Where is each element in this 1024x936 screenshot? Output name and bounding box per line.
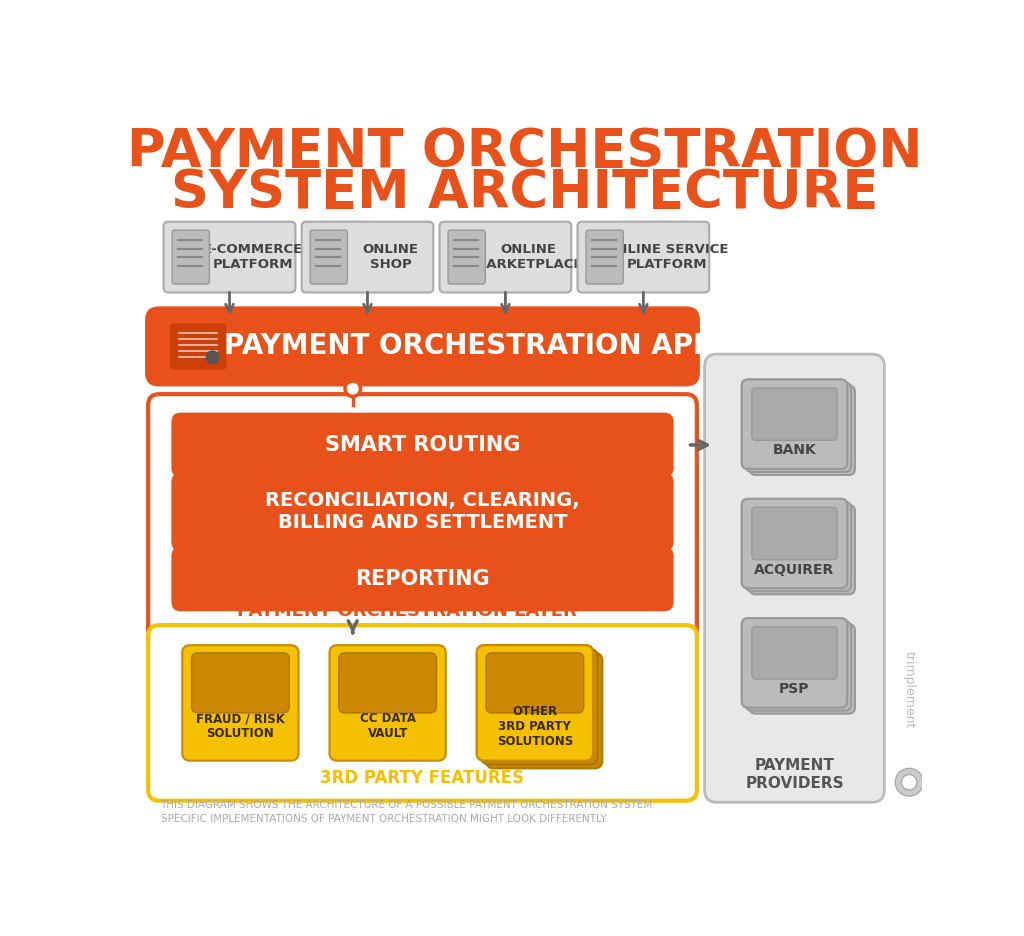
FancyBboxPatch shape bbox=[145, 306, 700, 387]
FancyBboxPatch shape bbox=[745, 383, 851, 472]
Text: PAYMENT
PROVIDERS: PAYMENT PROVIDERS bbox=[745, 758, 844, 791]
FancyBboxPatch shape bbox=[439, 222, 571, 292]
FancyBboxPatch shape bbox=[741, 499, 847, 588]
FancyBboxPatch shape bbox=[750, 505, 855, 594]
Text: OTHER
3RD PARTY
SOLUTIONS: OTHER 3RD PARTY SOLUTIONS bbox=[497, 705, 573, 748]
FancyBboxPatch shape bbox=[302, 222, 433, 292]
Text: SPECIFIC IMPLEMENTATIONS OF PAYMENT ORCHESTRATION MIGHT LOOK DIFFERENTLY.: SPECIFIC IMPLEMENTATIONS OF PAYMENT ORCH… bbox=[161, 814, 607, 825]
Text: ACQUIRER: ACQUIRER bbox=[755, 563, 835, 577]
Text: REPORTING: REPORTING bbox=[355, 569, 489, 589]
FancyBboxPatch shape bbox=[477, 645, 593, 761]
Text: SYSTEM ARCHITECTURE: SYSTEM ARCHITECTURE bbox=[171, 168, 879, 219]
Text: ONLINE
MARKETPLACE: ONLINE MARKETPLACE bbox=[474, 243, 584, 271]
FancyBboxPatch shape bbox=[741, 618, 847, 708]
FancyBboxPatch shape bbox=[486, 653, 602, 768]
FancyBboxPatch shape bbox=[148, 625, 697, 800]
FancyBboxPatch shape bbox=[705, 354, 885, 802]
FancyBboxPatch shape bbox=[741, 379, 847, 469]
FancyBboxPatch shape bbox=[752, 388, 838, 440]
FancyBboxPatch shape bbox=[741, 618, 847, 708]
FancyBboxPatch shape bbox=[171, 413, 674, 477]
Text: PAYMENT ORCHESTRATION: PAYMENT ORCHESTRATION bbox=[127, 126, 923, 179]
FancyBboxPatch shape bbox=[191, 653, 289, 713]
Text: PAYMENT ORCHESTRATION API: PAYMENT ORCHESTRATION API bbox=[223, 332, 702, 360]
Text: BANK: BANK bbox=[773, 444, 816, 458]
Text: THIS DIAGRAM SHOWS THE ARCHITECTURE OF A POSSIBLE PAYMENT ORCHESTRATION SYSTEM.: THIS DIAGRAM SHOWS THE ARCHITECTURE OF A… bbox=[161, 800, 656, 811]
Text: FRAUD / RISK
SOLUTION: FRAUD / RISK SOLUTION bbox=[196, 712, 285, 740]
Circle shape bbox=[345, 381, 360, 397]
FancyBboxPatch shape bbox=[339, 653, 436, 713]
FancyBboxPatch shape bbox=[477, 645, 593, 761]
FancyBboxPatch shape bbox=[752, 507, 838, 560]
Text: trimplement: trimplement bbox=[903, 651, 915, 728]
Circle shape bbox=[895, 768, 924, 797]
FancyBboxPatch shape bbox=[741, 499, 847, 588]
Text: PAYMENT ORCHESTRATION LAYER: PAYMENT ORCHESTRATION LAYER bbox=[238, 602, 577, 621]
Circle shape bbox=[206, 351, 219, 363]
Text: CC DATA
VAULT: CC DATA VAULT bbox=[359, 712, 416, 740]
Text: RECONCILIATION, CLEARING,
BILLING AND SETTLEMENT: RECONCILIATION, CLEARING, BILLING AND SE… bbox=[265, 491, 580, 533]
FancyBboxPatch shape bbox=[310, 230, 347, 284]
FancyBboxPatch shape bbox=[745, 502, 851, 592]
Text: PSP: PSP bbox=[779, 682, 810, 696]
FancyBboxPatch shape bbox=[752, 627, 838, 679]
Circle shape bbox=[901, 774, 916, 790]
FancyBboxPatch shape bbox=[164, 222, 295, 292]
Text: E-COMMERCE
PLATFORM: E-COMMERCE PLATFORM bbox=[203, 243, 303, 271]
FancyBboxPatch shape bbox=[330, 645, 445, 761]
Text: 3RD PARTY FEATURES: 3RD PARTY FEATURES bbox=[321, 769, 524, 787]
FancyBboxPatch shape bbox=[182, 645, 299, 761]
Text: ONLINE SERVICE
PLATFORM: ONLINE SERVICE PLATFORM bbox=[605, 243, 728, 271]
FancyBboxPatch shape bbox=[578, 222, 710, 292]
FancyBboxPatch shape bbox=[148, 394, 697, 639]
FancyBboxPatch shape bbox=[172, 230, 209, 284]
FancyBboxPatch shape bbox=[171, 547, 674, 611]
FancyBboxPatch shape bbox=[171, 473, 674, 551]
Text: ONLINE
SHOP: ONLINE SHOP bbox=[362, 243, 419, 271]
FancyBboxPatch shape bbox=[486, 653, 584, 713]
FancyBboxPatch shape bbox=[481, 649, 598, 765]
FancyBboxPatch shape bbox=[449, 230, 485, 284]
FancyBboxPatch shape bbox=[750, 386, 855, 475]
FancyBboxPatch shape bbox=[586, 230, 624, 284]
FancyBboxPatch shape bbox=[745, 622, 851, 710]
FancyBboxPatch shape bbox=[170, 323, 226, 370]
FancyBboxPatch shape bbox=[741, 379, 847, 469]
Text: SMART ROUTING: SMART ROUTING bbox=[325, 435, 520, 455]
FancyBboxPatch shape bbox=[750, 624, 855, 713]
